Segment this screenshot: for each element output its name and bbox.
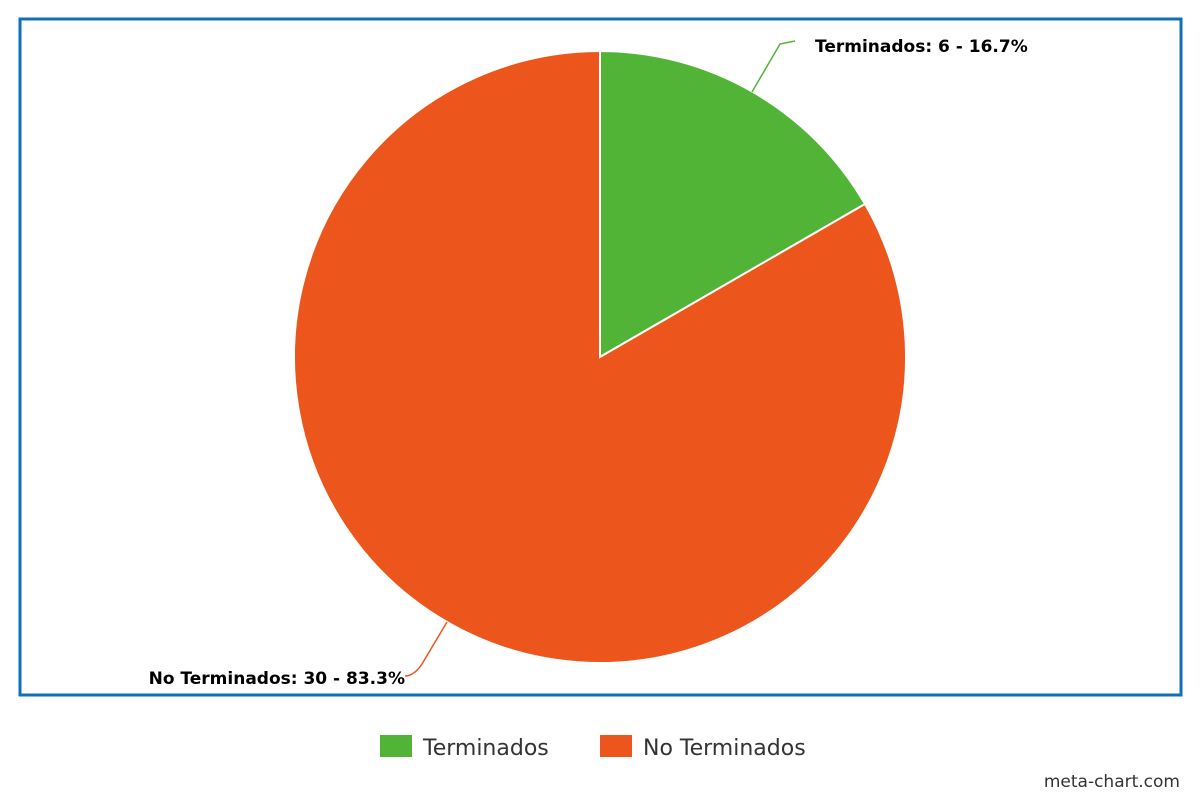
slice-label-no-terminados: No Terminados: 30 - 83.3% (149, 669, 405, 689)
leader-lines (404, 40, 796, 677)
leader-line-terminados (751, 40, 796, 93)
pie-slice-terminados[interactable] (599, 49, 867, 359)
pie-slices (293, 49, 907, 664)
legend-swatch-terminados[interactable] (380, 735, 412, 757)
slice-label-terminados: Terminados: 6 - 16.7% (815, 37, 1028, 57)
legend: Terminados No Terminados (380, 735, 806, 761)
leader-line-no-terminados (404, 621, 448, 677)
legend-label-terminados[interactable]: Terminados (422, 736, 549, 761)
credit-text: meta-chart.com (1043, 772, 1180, 792)
legend-label-no-terminados[interactable]: No Terminados (643, 736, 806, 761)
legend-swatch-no-terminados[interactable] (600, 735, 632, 757)
